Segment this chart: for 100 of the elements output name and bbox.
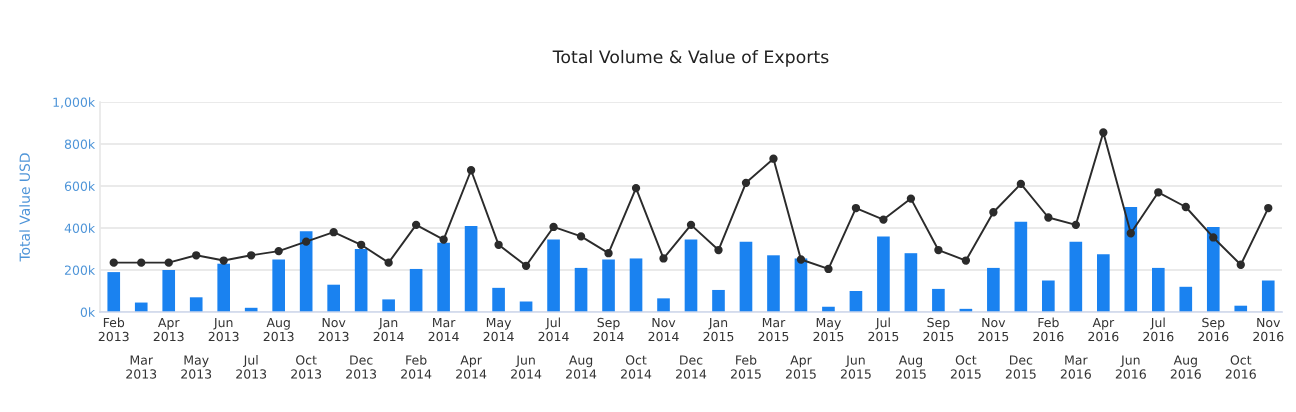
x-tick-label: Nov 2013 bbox=[318, 317, 349, 342]
x-tick-label: Jan 2014 bbox=[373, 317, 404, 342]
x-tick-label: Nov 2016 bbox=[1253, 317, 1284, 342]
bar bbox=[382, 299, 395, 312]
bar bbox=[1097, 254, 1110, 312]
bar bbox=[1069, 241, 1083, 312]
x-tick-label: Aug 2015 bbox=[895, 355, 926, 379]
bar bbox=[217, 263, 231, 312]
x-tick-label: Jul 2015 bbox=[868, 317, 899, 342]
point bbox=[1209, 233, 1218, 242]
x-tick-label: Aug 2013 bbox=[263, 317, 294, 342]
point bbox=[769, 154, 778, 163]
point bbox=[741, 178, 751, 188]
point bbox=[219, 256, 228, 265]
x-tick-label: May 2014 bbox=[483, 317, 514, 342]
point bbox=[824, 264, 833, 274]
point bbox=[1264, 203, 1273, 213]
bar bbox=[657, 298, 670, 312]
x-tick-label: Jun 2013 bbox=[208, 317, 239, 342]
bar bbox=[684, 239, 698, 312]
bar bbox=[904, 253, 918, 312]
point bbox=[1071, 220, 1080, 230]
point bbox=[1099, 128, 1108, 137]
x-tick-label: Jun 2016 bbox=[1115, 355, 1146, 379]
x-tick-label: Jul 2014 bbox=[538, 317, 569, 342]
bar bbox=[409, 268, 423, 312]
bar bbox=[574, 267, 588, 312]
bar bbox=[547, 239, 560, 312]
x-tick-label: Jun 2015 bbox=[840, 355, 871, 379]
bar bbox=[629, 258, 643, 312]
point bbox=[384, 258, 393, 267]
point bbox=[796, 255, 806, 264]
bar bbox=[272, 259, 285, 312]
x-tick-label: Aug 2016 bbox=[1170, 355, 1201, 379]
point bbox=[1044, 213, 1053, 222]
y-tick-label: 0k bbox=[80, 307, 96, 317]
point bbox=[137, 258, 146, 267]
point bbox=[851, 203, 861, 213]
bar bbox=[1124, 207, 1138, 312]
x-tick-label: Jul 2016 bbox=[1143, 317, 1174, 342]
point bbox=[192, 251, 201, 260]
point bbox=[1181, 202, 1190, 212]
bar bbox=[1179, 286, 1193, 312]
point bbox=[302, 237, 311, 246]
bar bbox=[162, 270, 176, 312]
x-tick-label: Nov 2015 bbox=[978, 317, 1009, 342]
bar bbox=[739, 241, 753, 312]
x-tick-label: May 2015 bbox=[813, 317, 844, 342]
x-tick-label: Dec 2015 bbox=[1005, 355, 1036, 379]
bar bbox=[464, 225, 478, 312]
bar bbox=[107, 272, 121, 312]
x-tick-label: Sep 2016 bbox=[1198, 317, 1229, 342]
x-tick-label: Mar 2015 bbox=[758, 317, 789, 342]
point bbox=[247, 251, 256, 260]
x-tick-label: May 2013 bbox=[181, 355, 212, 379]
bar bbox=[437, 242, 450, 312]
bar bbox=[712, 289, 725, 312]
point bbox=[1154, 188, 1163, 197]
point bbox=[714, 245, 723, 255]
bar bbox=[987, 267, 1000, 312]
x-tick-label: Aug 2014 bbox=[566, 355, 597, 379]
bar bbox=[1014, 221, 1028, 312]
point bbox=[906, 194, 916, 203]
x-tick-label: Apr 2015 bbox=[785, 355, 816, 379]
point bbox=[686, 220, 696, 230]
x-tick-label: Sep 2015 bbox=[923, 317, 954, 342]
point bbox=[1236, 260, 1245, 269]
point bbox=[576, 232, 586, 241]
y-tick-label: 200k bbox=[64, 265, 96, 275]
x-tick-label: Mar 2016 bbox=[1060, 355, 1091, 379]
point bbox=[164, 258, 173, 267]
x-tick-label: Mar 2013 bbox=[126, 355, 157, 379]
y-axis-title: Total Value USD bbox=[19, 153, 30, 262]
x-tick-label: Feb 2016 bbox=[1033, 317, 1064, 342]
bar bbox=[327, 284, 340, 312]
x-tick-label: Jun 2014 bbox=[511, 355, 542, 379]
x-tick-label: Apr 2016 bbox=[1088, 317, 1119, 342]
point bbox=[466, 166, 476, 175]
x-tick-label: Apr 2014 bbox=[456, 355, 487, 379]
bar bbox=[189, 297, 203, 312]
y-tick-label: 800k bbox=[64, 139, 96, 149]
point bbox=[604, 249, 613, 258]
point bbox=[934, 245, 943, 255]
bar bbox=[877, 236, 890, 312]
point bbox=[1126, 229, 1135, 238]
point bbox=[356, 240, 366, 249]
x-tick-label: Nov 2014 bbox=[648, 317, 679, 342]
x-tick-label: Oct 2014 bbox=[621, 355, 652, 379]
point bbox=[274, 246, 283, 256]
x-tick-label: Feb 2015 bbox=[730, 355, 761, 379]
point bbox=[879, 215, 888, 224]
point bbox=[521, 261, 531, 270]
point bbox=[659, 254, 668, 263]
x-tick-label: Jan 2015 bbox=[703, 317, 734, 342]
point bbox=[989, 208, 998, 217]
x-tick-label: Oct 2015 bbox=[950, 355, 981, 379]
bar bbox=[1151, 267, 1165, 312]
x-tick-label: Jul 2013 bbox=[236, 355, 267, 379]
point bbox=[439, 235, 448, 244]
x-tick-label: Oct 2013 bbox=[291, 355, 322, 379]
